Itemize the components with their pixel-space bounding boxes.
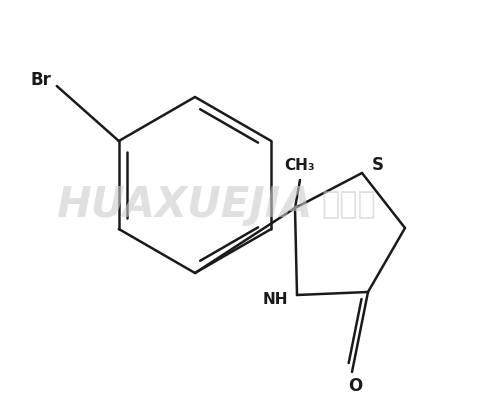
Text: HUAXUEJIA: HUAXUEJIA: [56, 184, 312, 225]
Text: NH: NH: [262, 292, 288, 306]
Text: CH₃: CH₃: [285, 159, 315, 173]
Text: S: S: [372, 156, 384, 174]
Text: O: O: [348, 377, 362, 395]
Text: Br: Br: [30, 71, 51, 89]
Text: 化学加: 化学加: [321, 190, 376, 219]
